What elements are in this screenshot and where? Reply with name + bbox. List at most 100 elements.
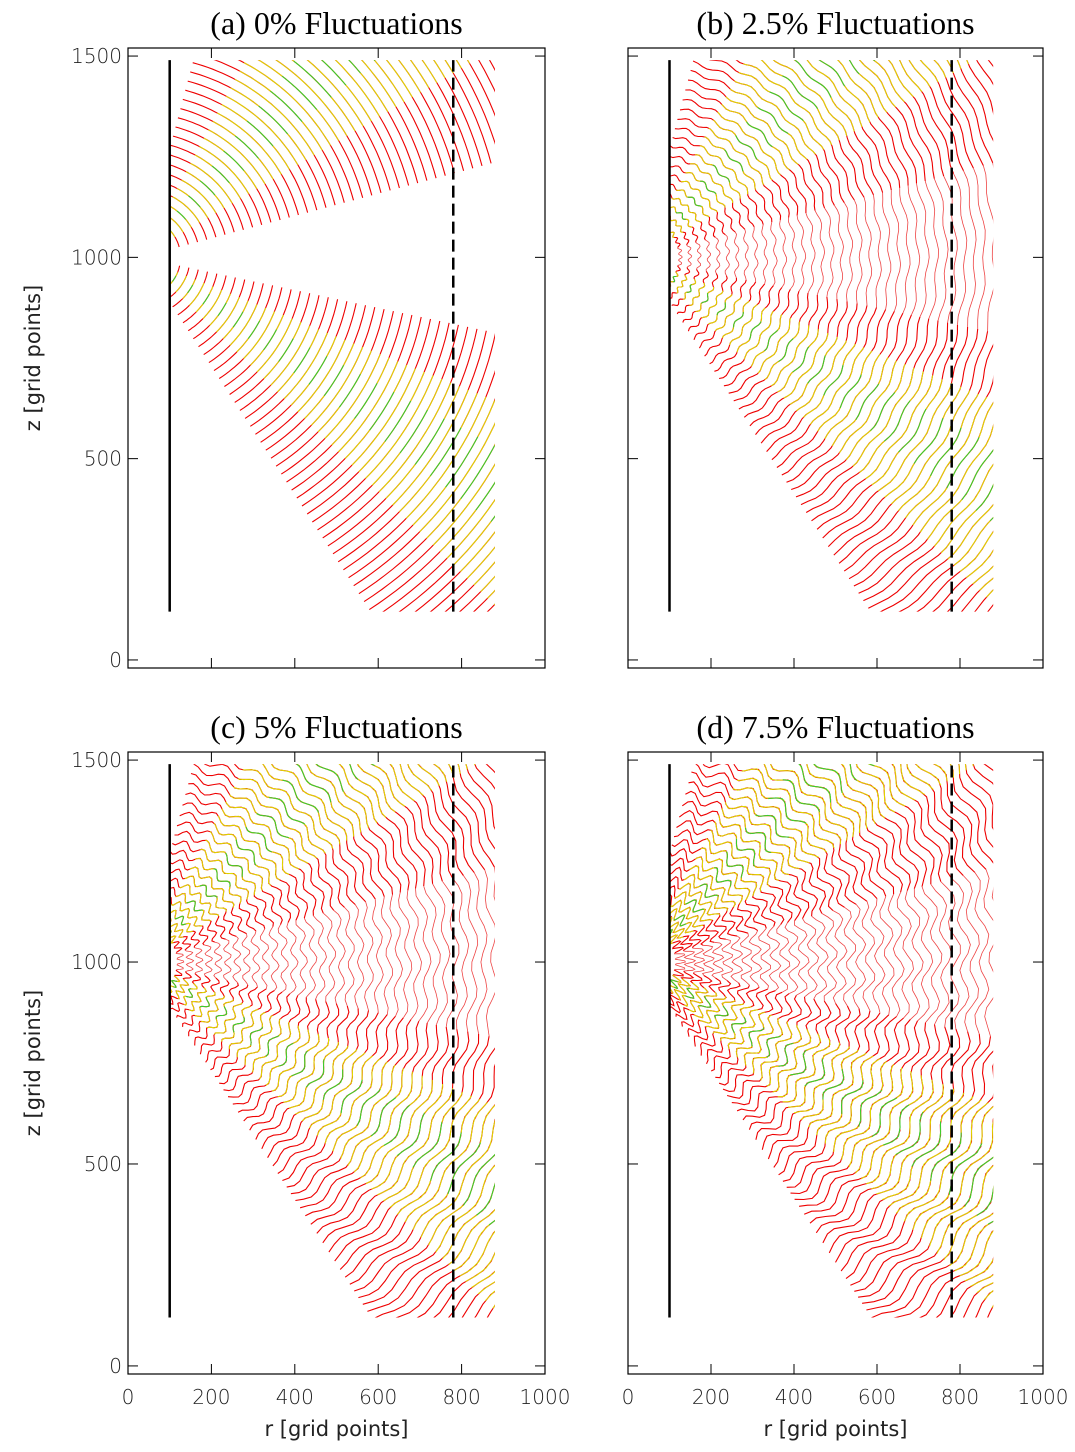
contour-line — [1042, 855, 1066, 1049]
contour-line — [803, 1024, 940, 1215]
contour-line — [946, 60, 994, 164]
contour-line — [855, 383, 880, 420]
contour-line — [501, 447, 609, 612]
contour-line — [814, 210, 826, 296]
contour-line — [192, 62, 336, 206]
contour-line — [348, 60, 361, 74]
contour-line — [328, 1033, 480, 1253]
contour-line — [338, 764, 410, 891]
contour-line — [176, 975, 211, 1019]
contour-line — [310, 346, 364, 426]
contour-line — [676, 275, 688, 294]
contour-line — [669, 916, 685, 939]
contour-line — [190, 162, 233, 204]
contour-line — [778, 338, 794, 362]
contour-line — [799, 1022, 931, 1207]
contour-line — [194, 154, 241, 199]
contour-line — [681, 800, 802, 922]
contour-line — [354, 1118, 495, 1292]
contour-line — [432, 883, 451, 1026]
contour-line — [169, 216, 184, 233]
contour-line — [714, 297, 742, 332]
contour-line — [398, 632, 460, 694]
contour-line — [453, 515, 495, 566]
plot-frame — [127, 751, 546, 1375]
contour-line — [190, 71, 327, 208]
contour-line — [839, 374, 862, 409]
contour-line — [913, 418, 944, 464]
contour-line — [473, 561, 495, 586]
contour-line — [258, 105, 288, 135]
contour-line — [733, 764, 857, 905]
contour-line — [710, 829, 764, 892]
contour-line — [669, 866, 738, 937]
contour-line — [805, 212, 816, 294]
contour-line — [357, 764, 396, 813]
contour-line — [207, 999, 235, 1029]
contour-line — [322, 1069, 344, 1100]
contour-line — [936, 370, 1075, 712]
contour-line — [1048, 472, 1075, 659]
contour-line — [934, 586, 1009, 652]
contour-line — [700, 847, 751, 901]
contour-line — [714, 1005, 729, 1019]
contour-line — [234, 78, 315, 156]
contour-line — [868, 764, 935, 885]
contour-line — [689, 282, 706, 306]
contour-line — [249, 1026, 264, 1046]
contour-line — [670, 900, 704, 928]
contour-line — [316, 1055, 374, 1136]
contour-line — [614, 835, 630, 1064]
contour-line — [924, 180, 939, 319]
contour-field — [169, 481, 630, 1318]
contour-line — [824, 353, 881, 439]
contour-line — [932, 549, 994, 612]
contour-line — [757, 317, 791, 374]
contour-line — [203, 281, 255, 356]
contour-line — [827, 328, 979, 547]
contour-line — [714, 867, 732, 887]
contour-line — [852, 367, 915, 467]
contour-line — [729, 88, 808, 160]
contour-line — [397, 481, 608, 687]
contour-line — [169, 930, 177, 944]
contour-line — [806, 764, 861, 834]
contour-line — [429, 546, 495, 612]
contour-line — [378, 382, 452, 493]
contour-line — [358, 552, 546, 723]
contour-line — [169, 969, 183, 994]
contour-line — [262, 508, 593, 841]
contour-line — [933, 60, 984, 166]
contour-line — [930, 883, 953, 1025]
contour-line — [840, 1050, 994, 1272]
contour-line — [569, 1214, 614, 1285]
contour-line — [452, 376, 700, 737]
contour-line — [917, 363, 1075, 683]
contour-line — [286, 922, 299, 995]
contour-line — [772, 60, 848, 136]
contour-line — [244, 1015, 273, 1065]
contour-line — [788, 217, 797, 290]
contour-line — [264, 500, 603, 838]
contour-line — [448, 1208, 495, 1266]
contour-line — [1056, 1206, 1075, 1275]
contour-line — [987, 604, 994, 612]
contour-line — [380, 896, 393, 1015]
y-tick-label: 0 — [109, 1354, 122, 1378]
contour-line — [340, 1064, 396, 1159]
contour-line — [365, 1079, 433, 1185]
contour-line — [975, 484, 994, 511]
contour-line — [293, 347, 311, 374]
contour-line — [920, 1120, 994, 1239]
contour-line — [490, 515, 495, 522]
contour-line — [399, 764, 424, 796]
contour-line — [963, 170, 977, 327]
panel-title: (b) 2.5% Fluctuations — [696, 5, 974, 41]
contour-line — [676, 820, 785, 925]
contour-line — [900, 474, 1075, 682]
contour-line — [491, 514, 581, 593]
contour-line — [669, 214, 684, 233]
contour-line — [888, 0, 946, 1]
contour-line — [1068, 483, 1075, 677]
